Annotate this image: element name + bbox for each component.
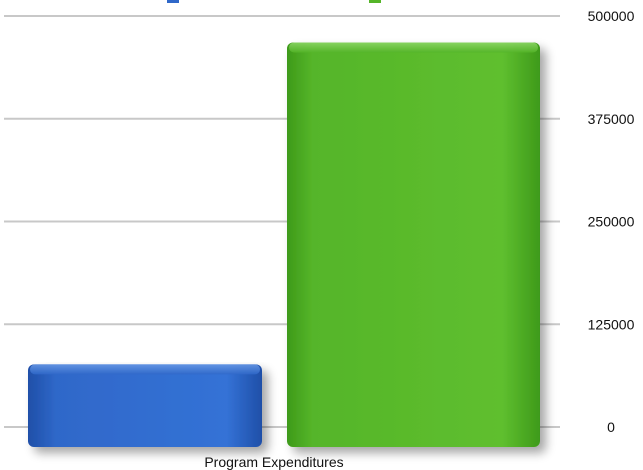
bar bbox=[28, 364, 262, 447]
y-tick-label: 125000 bbox=[588, 316, 635, 332]
bar-series-2 bbox=[287, 42, 540, 447]
y-tick-label: 0 bbox=[607, 419, 615, 435]
x-axis-label: Program Expenditures bbox=[204, 454, 343, 470]
legend bbox=[167, 0, 381, 3]
bars bbox=[28, 42, 540, 447]
bar-top-highlight bbox=[289, 42, 538, 52]
bar bbox=[287, 42, 540, 447]
y-tick-label: 375000 bbox=[588, 111, 635, 127]
y-tick-label: 250000 bbox=[588, 214, 635, 230]
legend-swatch-series-2 bbox=[369, 0, 381, 3]
y-axis-ticks: 0 125000 250000 375000 500000 bbox=[588, 8, 635, 435]
legend-swatch-series-1 bbox=[167, 0, 179, 3]
bar-series-1 bbox=[28, 364, 262, 447]
bar-top-highlight bbox=[30, 364, 260, 374]
y-tick-label: 500000 bbox=[588, 8, 635, 24]
